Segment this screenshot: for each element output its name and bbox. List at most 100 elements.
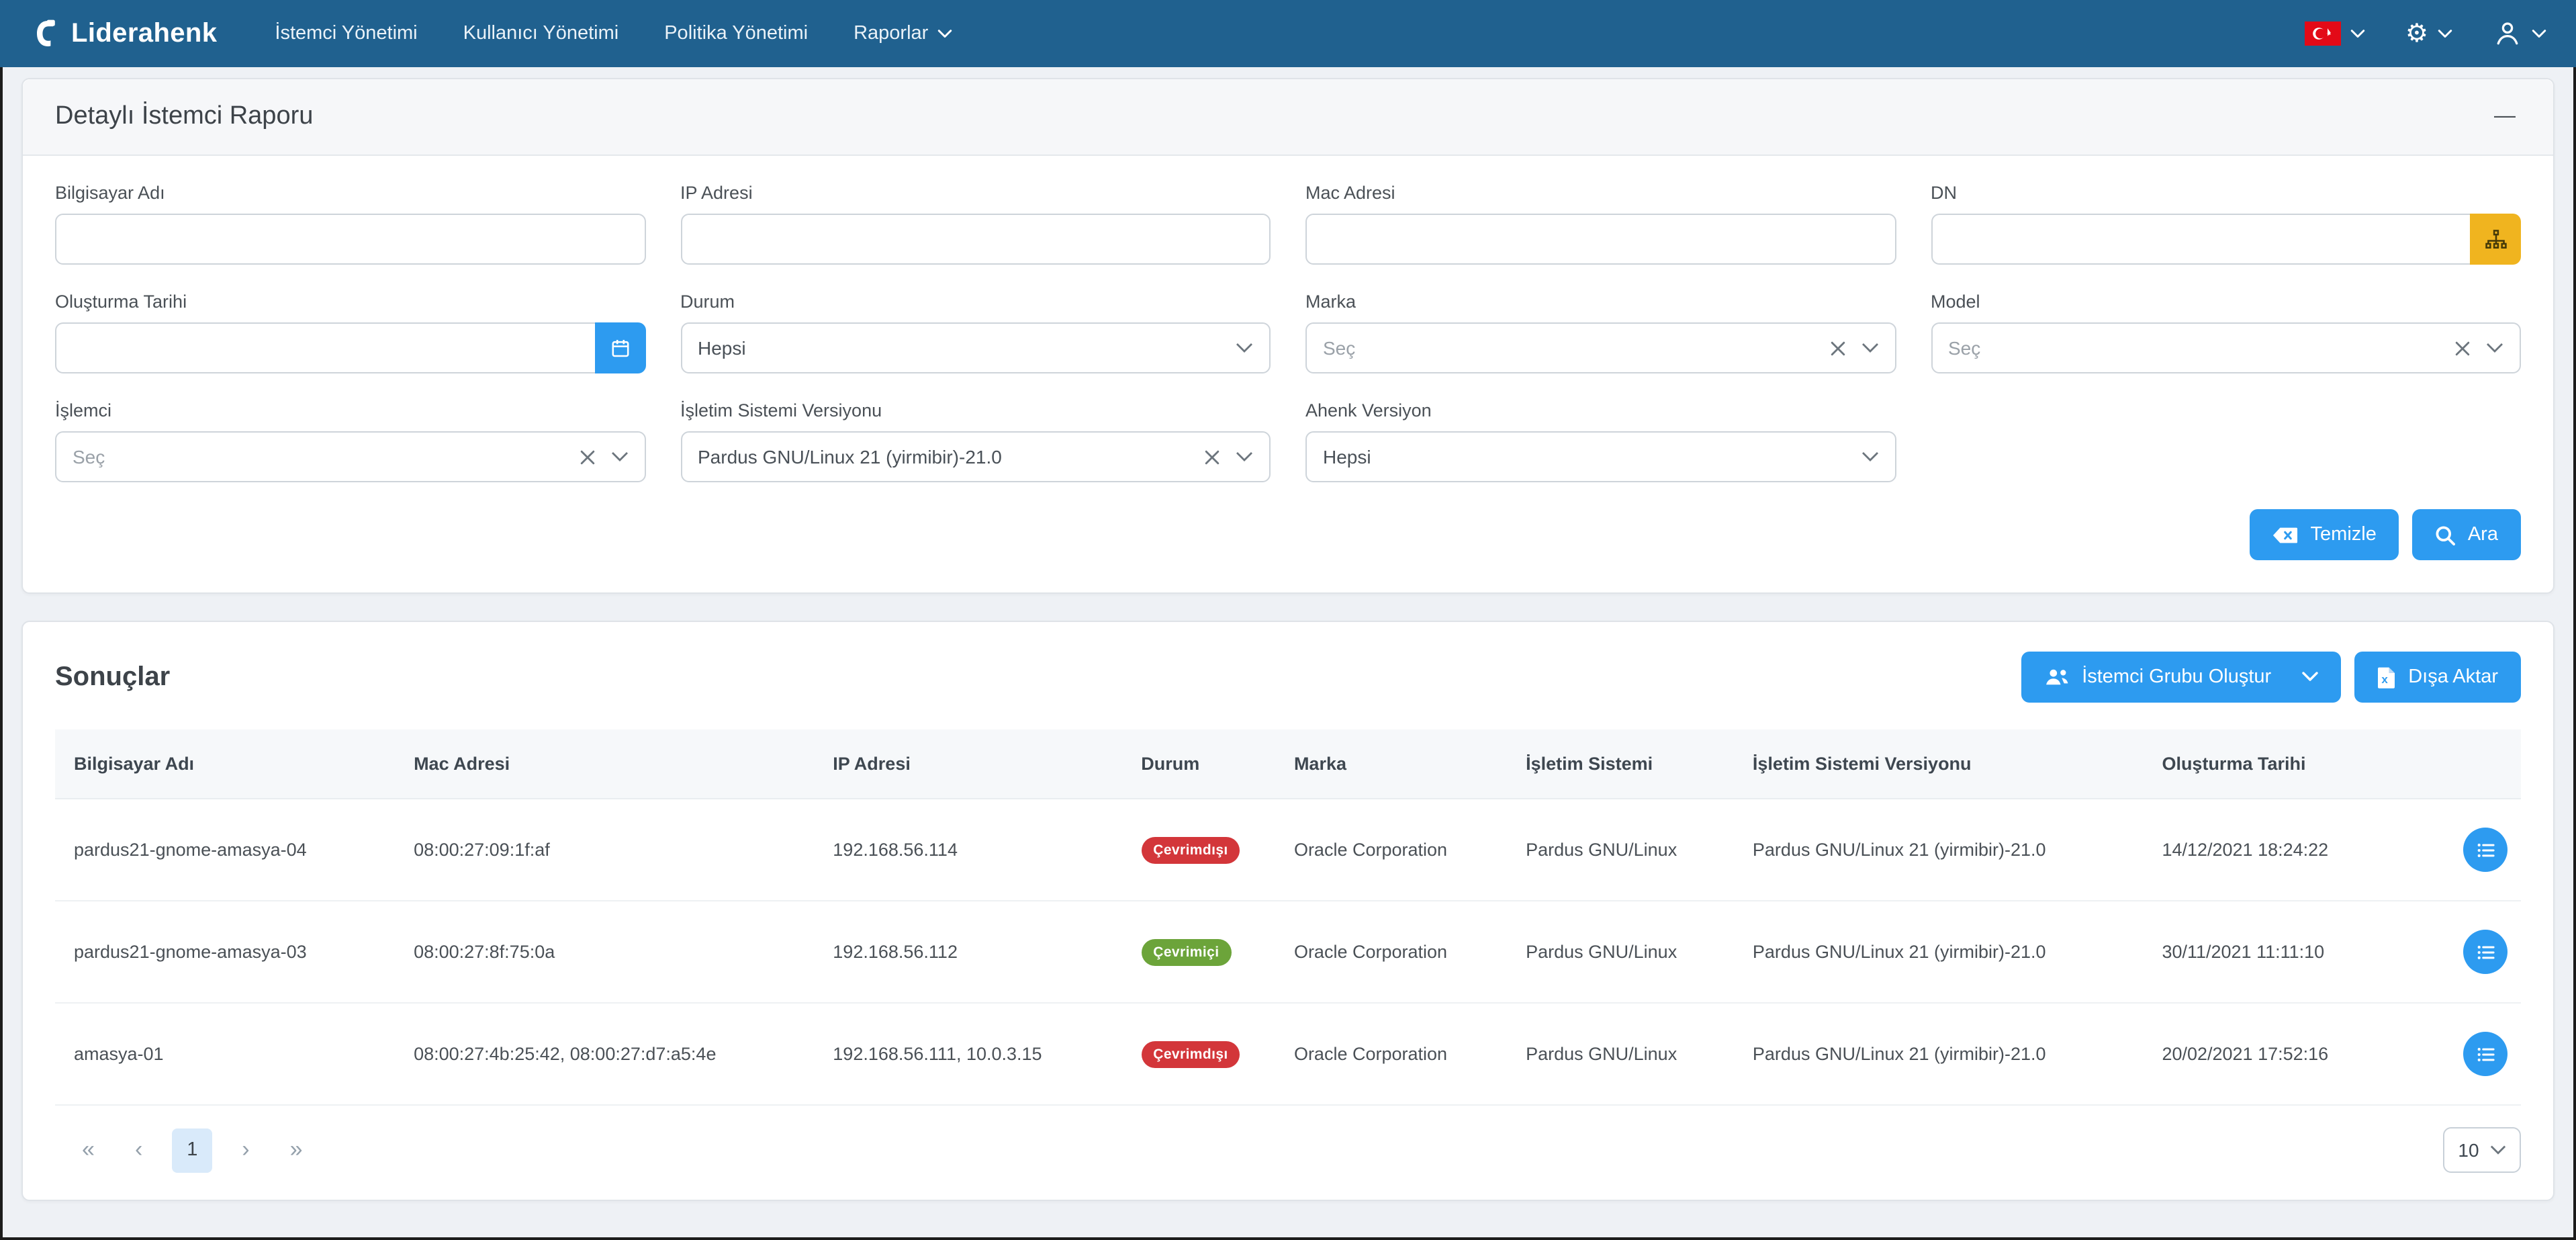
user-menu[interactable] [2493, 19, 2546, 48]
model-select[interactable]: Seç [1931, 322, 2521, 373]
field-cpu: İşlemci Seç [55, 400, 645, 482]
chevron-down-icon [1236, 451, 1253, 462]
nav-item-kullanici-yonetimi[interactable]: Kullanıcı Yönetimi [463, 23, 619, 44]
settings-menu[interactable]: ⚙ [2405, 21, 2452, 46]
nav-item-raporlar[interactable]: Raporlar [831, 0, 975, 67]
row-actions-button[interactable] [2463, 1032, 2508, 1076]
chevron-down-icon [2486, 343, 2503, 353]
clear-button[interactable]: Temizle [2250, 509, 2399, 560]
os-version-label: İşletim Sistemi Versiyonu [680, 400, 882, 420]
create-client-group-button[interactable]: İstemci Grubu Oluştur [2021, 652, 2342, 703]
nav-item-politika-yonetimi[interactable]: Politika Yönetimi [664, 23, 809, 44]
header-actions [2434, 729, 2521, 799]
header-computer-name: Bilgisayar Adı [55, 729, 401, 799]
header-mac: Mac Adresi [400, 729, 820, 799]
mac-address-label: Mac Adresi [1305, 183, 1395, 203]
status-select[interactable]: Hepsi [680, 322, 1271, 373]
page-1-button[interactable]: 1 [172, 1128, 213, 1172]
sitemap-icon [2484, 228, 2507, 251]
chevron-down-icon [1861, 451, 1878, 462]
liderahenk-logo-icon [30, 17, 62, 50]
status-badge: Çevrimdışı [1141, 1040, 1240, 1067]
dn-tree-browse-button[interactable] [2470, 214, 2521, 265]
agent-version-label: Ahenk Versiyon [1305, 400, 1432, 420]
clear-icon[interactable] [2455, 341, 2470, 355]
clear-icon[interactable] [580, 449, 594, 464]
brand-select[interactable]: Seç [1305, 322, 1896, 373]
header-os: İşletim Sistemi [1512, 729, 1739, 799]
search-button[interactable]: Ara [2412, 509, 2521, 560]
chevron-down-icon [2302, 672, 2318, 682]
list-icon [2476, 842, 2495, 858]
creation-date-input[interactable] [55, 322, 594, 373]
chevron-down-icon [2532, 29, 2546, 38]
field-dn: DN [1931, 183, 2521, 265]
field-mac-address: Mac Adresi [1305, 183, 1896, 265]
export-button[interactable]: x Dışa Aktar [2354, 652, 2521, 703]
computer-name-input[interactable] [55, 214, 645, 265]
calendar-button[interactable] [594, 322, 645, 373]
page-size-select[interactable]: 10 [2443, 1127, 2521, 1173]
creation-date-label: Oluşturma Tarihi [55, 292, 187, 312]
excel-file-icon: x [2377, 666, 2396, 689]
prev-page-button[interactable]: ‹ [124, 1131, 153, 1169]
dn-input[interactable] [1931, 214, 2470, 265]
results-title: Sonuçlar [55, 662, 171, 691]
os-version-select[interactable]: Pardus GNU/Linux 21 (yirmibir)-21.0 [680, 431, 1271, 482]
collapse-panel-button[interactable]: — [2494, 105, 2516, 128]
ip-address-label: IP Adresi [680, 183, 753, 203]
status-badge: Çevrimiçi [1141, 938, 1232, 965]
header-brand: Marka [1280, 729, 1513, 799]
last-page-button[interactable]: » [279, 1131, 314, 1169]
brand-home-link[interactable]: Liderahenk [30, 17, 217, 50]
nav-item-istemci-yonetimi[interactable]: İstemci Yönetimi [275, 23, 418, 44]
ip-address-input[interactable] [680, 214, 1271, 265]
model-label: Model [1931, 292, 1980, 312]
navbar: Liderahenk İstemci Yönetimi Kullanıcı Yö… [0, 0, 2576, 67]
clear-icon[interactable] [1830, 341, 1845, 355]
row-actions-button[interactable] [2463, 930, 2508, 974]
header-os-version: İşletim Sistemi Versiyonu [1739, 729, 2149, 799]
chevron-down-icon [2350, 29, 2365, 38]
header-created: Oluşturma Tarihi [2148, 729, 2435, 799]
list-icon [2476, 944, 2495, 960]
table-row: pardus21-gnome-amasya-04 08:00:27:09:1f:… [55, 799, 2521, 901]
calendar-icon [609, 337, 631, 359]
status-label: Durum [680, 292, 735, 312]
field-computer-name: Bilgisayar Adı [55, 183, 645, 265]
cpu-label: İşlemci [55, 400, 112, 420]
language-menu[interactable] [2304, 21, 2365, 46]
clear-icon[interactable] [1205, 449, 1220, 464]
turkish-flag-icon [2304, 21, 2341, 46]
field-model: Model Seç [1931, 292, 2521, 373]
pagination: « ‹ 1 › » 10 [55, 1127, 2521, 1173]
row-actions-button[interactable] [2463, 828, 2508, 872]
status-badge: Çevrimdışı [1141, 836, 1240, 863]
first-page-button[interactable]: « [71, 1131, 105, 1169]
gear-icon: ⚙ [2405, 19, 2428, 48]
field-agent-version: Ahenk Versiyon Hepsi [1305, 400, 1896, 482]
dn-label: DN [1931, 183, 1957, 203]
chevron-down-icon [1861, 343, 1878, 353]
mac-address-input[interactable] [1305, 214, 1896, 265]
chevron-down-icon [2438, 29, 2452, 38]
table-row: amasya-01 08:00:27:4b:25:42, 08:00:27:d7… [55, 1003, 2521, 1106]
results-header: Sonuçlar İstemci Grubu Oluştur [55, 652, 2521, 703]
table-header-row: Bilgisayar Adı Mac Adresi IP Adresi Duru… [55, 729, 2521, 799]
cpu-select[interactable]: Seç [55, 431, 645, 482]
backspace-icon [2273, 526, 2299, 543]
users-icon [2044, 668, 2070, 687]
main-nav: İstemci Yönetimi Kullanıcı Yönetimi Poli… [252, 0, 975, 67]
header-status: Durum [1128, 729, 1281, 799]
search-icon [2436, 525, 2456, 545]
panel-title: Detaylı İstemci Raporu [55, 102, 314, 130]
computer-name-label: Bilgisayar Adı [55, 183, 165, 203]
panel-header: Detaylı İstemci Raporu — [23, 79, 2553, 156]
svg-text:x: x [2382, 672, 2389, 685]
results-table: Bilgisayar Adı Mac Adresi IP Adresi Duru… [55, 729, 2521, 1106]
chevron-down-icon [2490, 1145, 2506, 1155]
agent-version-select[interactable]: Hepsi [1305, 431, 1896, 482]
next-page-button[interactable]: › [231, 1131, 260, 1169]
filter-actions: Temizle Ara [55, 509, 2521, 560]
